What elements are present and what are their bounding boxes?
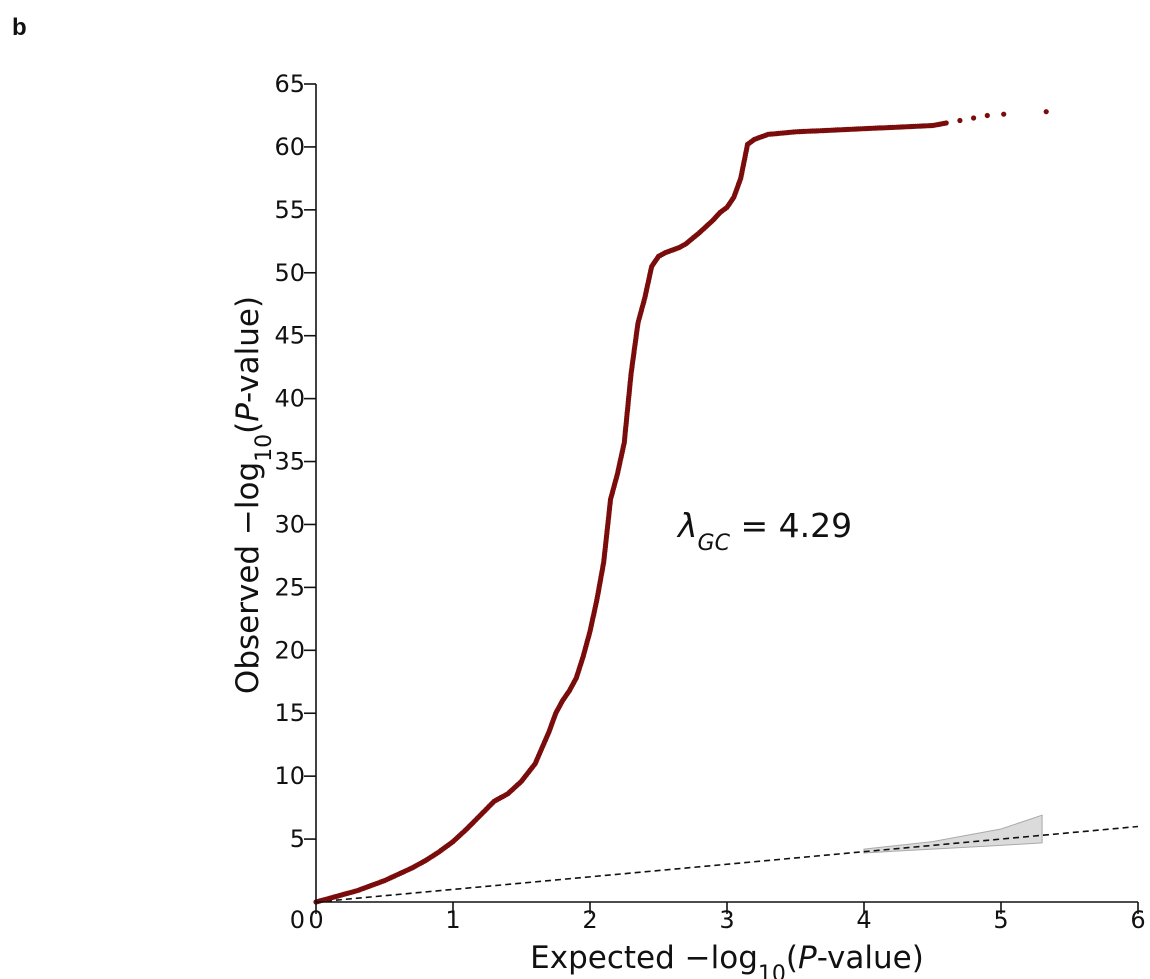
y-tick-label: 40 [274, 385, 305, 413]
x-tick-label: 4 [856, 906, 871, 934]
y-axis-title: Observed −log10(P-value) [230, 296, 277, 694]
data-point [1043, 109, 1049, 115]
reference-line [315, 825, 1139, 903]
y-tick-label: 30 [274, 510, 305, 538]
y-tick-label: 25 [274, 573, 305, 601]
y-tick-label: 35 [274, 448, 305, 476]
origin-tick-label: 0 [290, 906, 305, 934]
x-tick-label: 1 [445, 906, 460, 934]
y-tick-label: 60 [274, 133, 305, 161]
confidence-band-layer [863, 814, 1043, 854]
confidence-band [863, 814, 1043, 854]
y-tick-label: 10 [274, 762, 305, 790]
data-point [943, 120, 949, 126]
x-axis-title: Expected −log10(P-value) [530, 940, 924, 979]
data-point [984, 112, 990, 119]
data-point [1001, 111, 1007, 117]
x-tick-label: 5 [993, 906, 1008, 934]
y-tick-label: 45 [274, 322, 305, 350]
lambda-gc-annotation: λGC = 4.29 [676, 506, 852, 556]
panel-label: b [12, 14, 27, 41]
data-point [971, 115, 977, 121]
y-tick-label: 20 [274, 636, 305, 664]
points-layer [313, 109, 1049, 905]
x-tick-label: 6 [1130, 906, 1145, 934]
reference-line-layer [315, 825, 1139, 903]
y-tick-label: 55 [274, 196, 305, 224]
x-tick-label: 0 [308, 906, 323, 934]
x-tick-label: 3 [719, 906, 734, 934]
y-tick-label: 15 [274, 699, 305, 727]
data-point [957, 117, 963, 124]
y-tick-label: 50 [274, 259, 305, 287]
y-tick-label: 5 [290, 825, 305, 853]
y-tick-label: 65 [274, 70, 305, 98]
x-tick-label: 2 [582, 906, 597, 934]
